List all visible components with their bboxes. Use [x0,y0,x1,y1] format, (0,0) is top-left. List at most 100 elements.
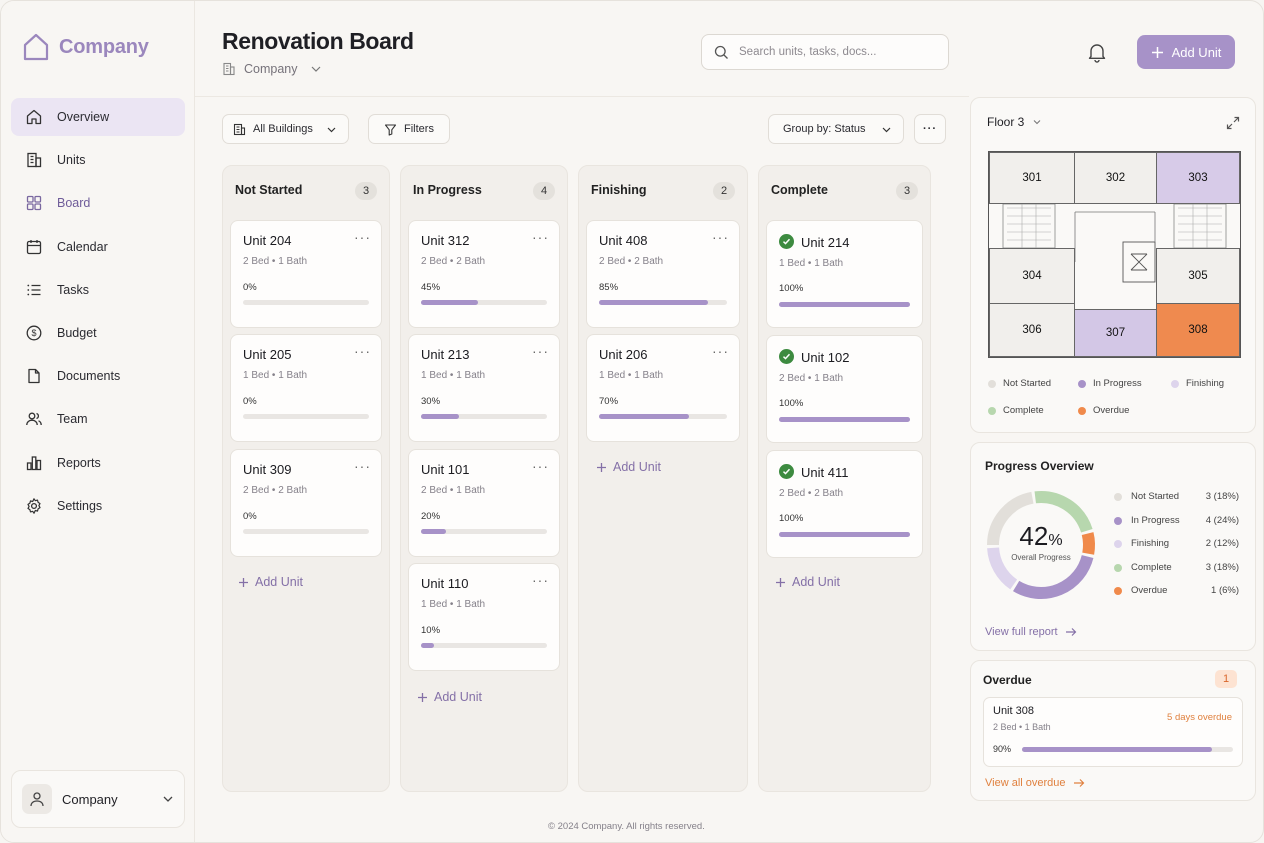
floor-plan-panel: Floor 3 301 302 303 304 305 306 30 [970,97,1256,433]
card-menu-icon[interactable]: ··· [532,572,549,588]
avatar [22,784,52,814]
chevron-down-icon [327,127,336,132]
column-finishing: Finishing 2 Unit 408 ··· 2 Bed • 2 Bath … [578,165,748,792]
unit-card[interactable]: Unit 204 ··· 2 Bed • 1 Bath 0% [230,220,382,328]
plus-icon [776,577,785,587]
bar-chart-icon [26,455,42,470]
sidebar-item-team[interactable]: Team [11,400,185,438]
legend-dot [1114,539,1122,548]
unit-card[interactable]: Unit 312 ··· 2 Bed • 2 Bath 45% [408,220,560,328]
plus-icon [239,577,248,587]
legend-dot [988,406,996,415]
add-unit-link[interactable]: Add Unit [596,460,661,474]
add-unit-link[interactable]: Add Unit [417,690,482,704]
unit-card[interactable]: Unit 309 ··· 2 Bed • 2 Bath 0% [230,449,382,557]
search-icon [714,45,728,59]
floor-selector[interactable]: Floor 3 [987,115,1042,129]
bell-icon[interactable] [1086,41,1108,63]
list-icon [27,284,41,296]
home-icon [26,109,42,125]
room-303[interactable]: 303 [1156,152,1240,204]
legend-dot [1114,563,1122,572]
unit-progress-text: 85% [599,282,619,293]
unit-card[interactable]: Unit 205 ··· 1 Bed • 1 Bath 0% [230,334,382,442]
legend-dot [988,379,996,388]
card-menu-icon[interactable]: ··· [712,343,729,359]
sidebar-item-settings[interactable]: Settings [11,487,185,525]
add-unit-button[interactable]: Add Unit [1137,35,1235,69]
group-by-dropdown[interactable]: Group by: Status [768,114,904,144]
floor-label: Floor 3 [987,115,1025,129]
legend-dot [1078,379,1086,388]
card-menu-icon[interactable]: ··· [712,229,729,245]
sidebar-item-overview[interactable]: Overview [11,98,185,136]
unit-name: Unit 110 [421,576,469,591]
sidebar-item-budget[interactable]: $ Budget [11,314,185,352]
room-301[interactable]: 301 [989,152,1075,204]
more-options-button[interactable]: ··· [914,114,946,144]
progress-bar [421,300,547,305]
page-title: Renovation Board [222,28,414,54]
card-menu-icon[interactable]: ··· [532,229,549,245]
row-value: 3 (18%) [1205,562,1239,573]
unit-card[interactable]: Unit 408 ··· 2 Bed • 2 Bath 85% [586,220,740,328]
svg-text:$: $ [31,328,36,338]
overdue-status: 5 days overdue [1167,712,1232,723]
breadcrumb[interactable]: Company [222,62,322,76]
room-305[interactable]: 305 [1156,248,1240,304]
breadcrumb-label: Company [244,62,298,76]
chevron-down-icon [882,127,890,132]
card-menu-icon[interactable]: ··· [354,343,371,359]
brand-logo[interactable]: Company [23,33,149,61]
sidebar-item-board[interactable]: Board [11,184,185,222]
sidebar-item-label: Documents [57,369,121,384]
view-all-overdue-link[interactable]: View all overdue [985,777,1085,789]
search-input[interactable] [739,46,929,58]
room-304[interactable]: 304 [989,248,1075,304]
sidebar-item-tasks[interactable]: Tasks [11,271,185,309]
donut-segment-finishing [987,547,1018,590]
progress-row-not-started: Not Started 3 (18%) [1114,491,1239,502]
buildings-dropdown[interactable]: All Buildings [222,114,349,144]
donut-segment-not-started [987,491,1034,546]
expand-icon[interactable] [1226,116,1240,130]
overdue-card[interactable]: Unit 308 2 Bed • 1 Bath 5 days overdue 9… [983,697,1243,767]
unit-card[interactable]: Unit 214 1 Bed • 1 Bath 100% [766,220,923,328]
sidebar-item-calendar[interactable]: Calendar [11,228,185,266]
add-unit-link[interactable]: Add Unit [238,575,303,589]
grid-icon [26,196,42,211]
sidebar-item-label: Board [57,196,91,211]
room-307[interactable]: 307 [1074,309,1157,357]
legend-overdue: Overdue [1078,405,1129,416]
sidebar-item-label: Team [57,412,88,427]
room-302[interactable]: 302 [1074,152,1157,204]
plus-icon [1151,46,1163,58]
unit-card[interactable]: Unit 110 ··· 1 Bed • 1 Bath 10% [408,563,560,671]
view-full-report-link[interactable]: View full report [985,626,1077,638]
column-complete: Complete 3 Unit 214 1 Bed • 1 Bath 100% … [758,165,931,792]
user-menu[interactable]: Company [11,770,185,828]
room-308[interactable]: 308 [1156,303,1240,357]
unit-card[interactable]: Unit 411 2 Bed • 2 Bath 100% [766,450,923,558]
card-menu-icon[interactable]: ··· [532,458,549,474]
add-unit-link[interactable]: Add Unit [775,575,840,589]
unit-card[interactable]: Unit 101 ··· 2 Bed • 1 Bath 20% [408,449,560,557]
sidebar-item-reports[interactable]: Reports [11,444,185,482]
sidebar-item-documents[interactable]: Documents [11,357,185,395]
column-title: Complete [771,183,828,197]
unit-card[interactable]: Unit 206 ··· 1 Bed • 1 Bath 70% [586,334,740,442]
unit-card[interactable]: Unit 213 ··· 1 Bed • 1 Bath 30% [408,334,560,442]
card-menu-icon[interactable]: ··· [354,458,371,474]
donut-segment-in-progress [1013,554,1094,599]
room-306[interactable]: 306 [989,303,1075,357]
sidebar-nav: Overview Units Board Calendar Tasks $ Bu… [11,98,185,530]
unit-card[interactable]: Unit 102 2 Bed • 1 Bath 100% [766,335,923,443]
row-label: Complete [1131,562,1172,573]
card-menu-icon[interactable]: ··· [532,343,549,359]
progress-bar [421,529,547,534]
card-menu-icon[interactable]: ··· [354,229,371,245]
sidebar-item-units[interactable]: Units [11,141,185,179]
overall-unit: % [1048,532,1063,549]
unit-progress-text: 70% [599,396,619,407]
filters-button[interactable]: Filters [368,114,450,144]
